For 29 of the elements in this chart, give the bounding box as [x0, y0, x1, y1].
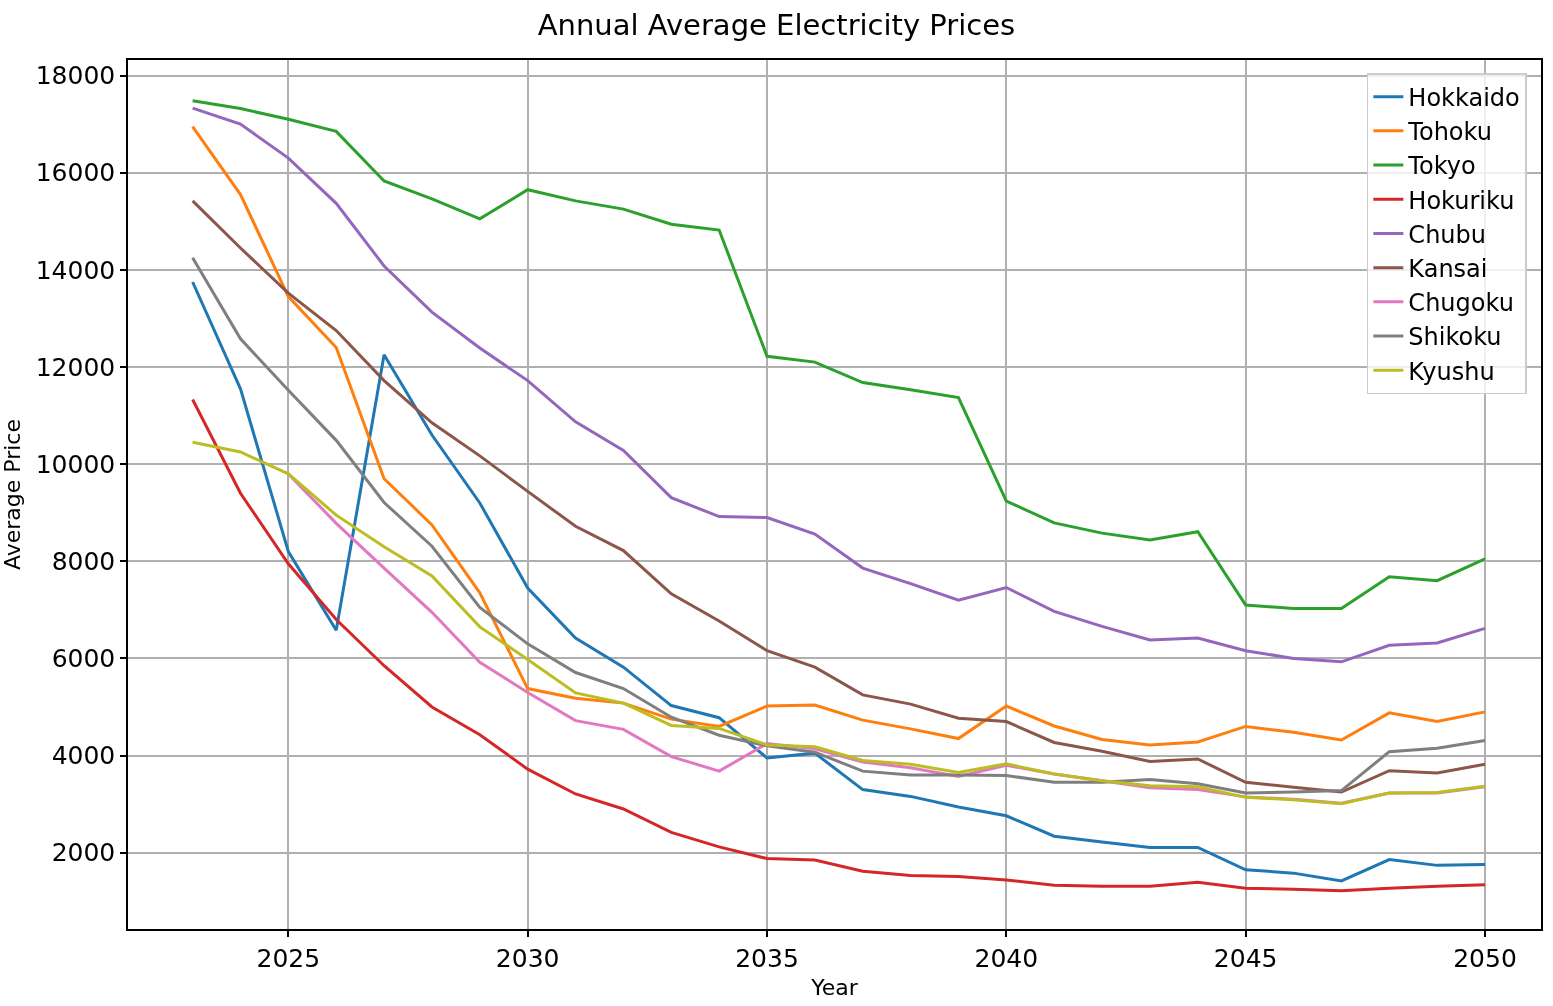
legend-label: Chubu [1408, 220, 1486, 249]
legend-label: Kyushu [1408, 357, 1495, 386]
y-tick-label: 16000 [35, 158, 116, 188]
y-axis-title: Average Price [0, 418, 25, 571]
x-tick-label: 2035 [735, 943, 799, 973]
y-tick-label: 6000 [51, 644, 116, 674]
x-tick-label: 2030 [495, 943, 560, 973]
legend-label: Kansai [1408, 255, 1488, 283]
legend-label: Tohoku [1407, 118, 1492, 147]
y-tick-label: 14000 [35, 255, 116, 285]
x-tick-label: 2050 [1453, 943, 1517, 973]
y-tick-label: 4000 [51, 741, 116, 771]
line-series [191, 398, 1487, 893]
x-tick-label: 2045 [1213, 943, 1278, 973]
x-tick-label: 2040 [974, 943, 1039, 973]
legend-label: Tokyo [1407, 152, 1476, 181]
y-tick-label: 8000 [51, 547, 116, 577]
legend-label: Hokkaido [1408, 84, 1520, 112]
x-tick-label: 2025 [256, 943, 321, 973]
x-axis-title: Year [810, 975, 859, 1001]
chart-title: Annual Average Electricity Prices [537, 8, 1016, 43]
y-tick-label: 10000 [35, 449, 116, 479]
y-tick-label: 12000 [35, 352, 116, 382]
y-tick-label: 18000 [35, 61, 116, 91]
legend-label: Chugoku [1408, 289, 1514, 318]
legend-label: Shikoku [1408, 323, 1502, 352]
line-series [191, 440, 1487, 806]
legend-label: Hokuriku [1408, 186, 1515, 215]
y-tick-label: 2000 [51, 838, 116, 868]
